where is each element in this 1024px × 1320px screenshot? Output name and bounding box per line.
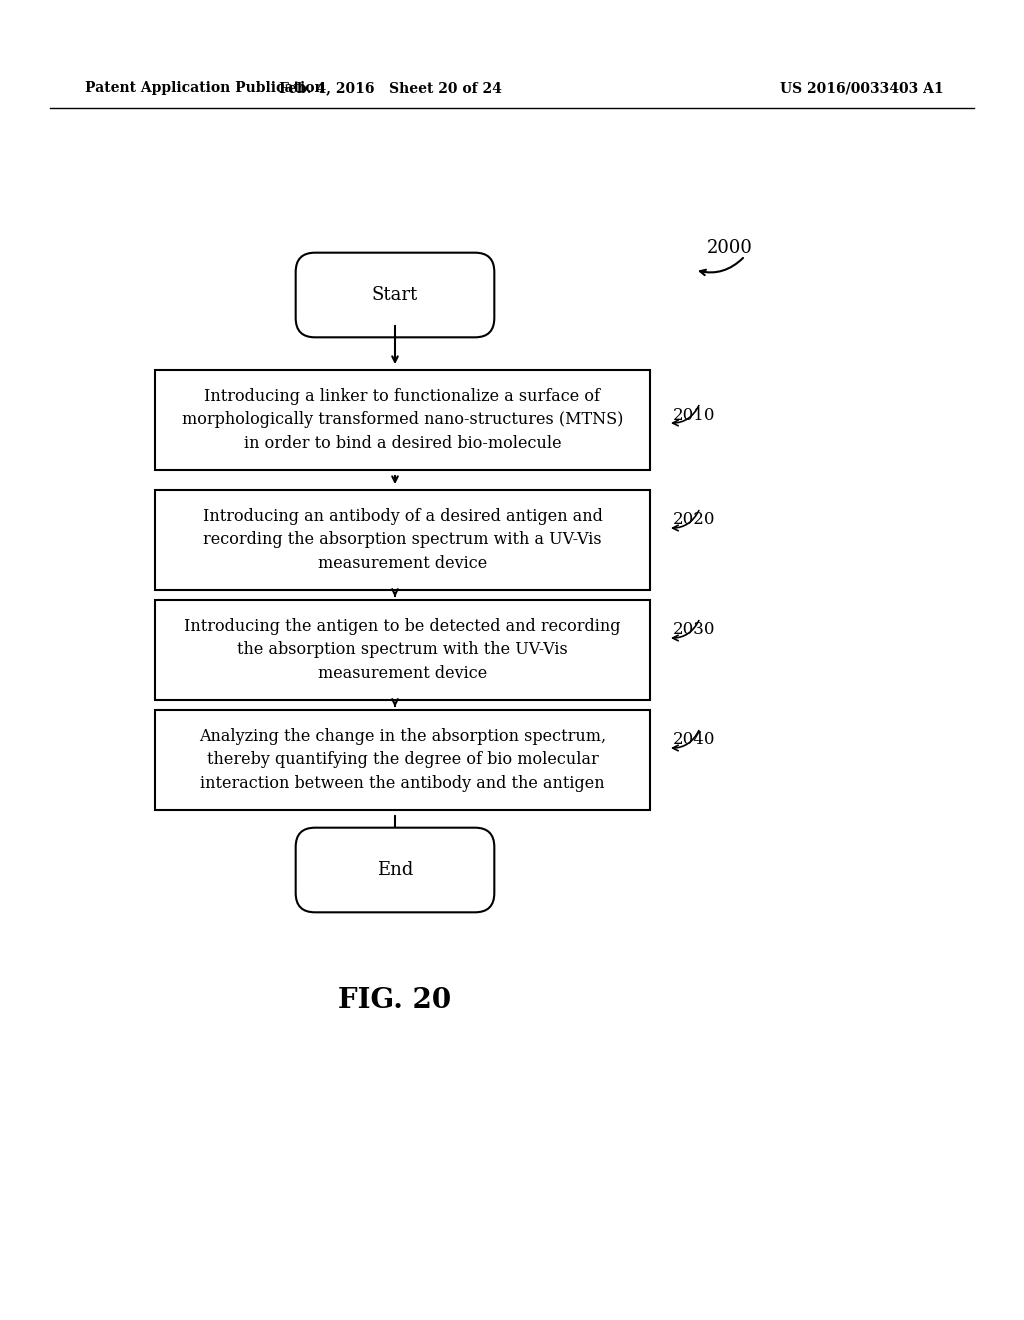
Text: Introducing an antibody of a desired antigen and
recording the absorption spectr: Introducing an antibody of a desired ant… <box>203 508 602 572</box>
Text: 2000: 2000 <box>707 239 753 257</box>
Text: US 2016/0033403 A1: US 2016/0033403 A1 <box>780 81 944 95</box>
Text: 2020: 2020 <box>673 511 716 528</box>
Text: 2040: 2040 <box>673 731 716 748</box>
Bar <box>155 370 650 470</box>
Text: 2010: 2010 <box>673 407 716 424</box>
Bar <box>155 490 650 590</box>
Text: Start: Start <box>372 286 418 304</box>
Text: FIG. 20: FIG. 20 <box>339 986 452 1014</box>
FancyBboxPatch shape <box>296 252 495 338</box>
Text: Patent Application Publication: Patent Application Publication <box>85 81 325 95</box>
Text: Introducing the antigen to be detected and recording
the absorption spectrum wit: Introducing the antigen to be detected a… <box>184 618 621 682</box>
Text: 2030: 2030 <box>673 622 716 639</box>
Text: End: End <box>377 861 414 879</box>
FancyBboxPatch shape <box>296 828 495 912</box>
Text: Feb. 4, 2016   Sheet 20 of 24: Feb. 4, 2016 Sheet 20 of 24 <box>279 81 502 95</box>
Text: Analyzing the change in the absorption spectrum,
thereby quantifying the degree : Analyzing the change in the absorption s… <box>199 729 606 792</box>
Text: Introducing a linker to functionalize a surface of
morphologically transformed n: Introducing a linker to functionalize a … <box>182 388 624 451</box>
Bar <box>155 710 650 810</box>
Bar <box>155 601 650 700</box>
